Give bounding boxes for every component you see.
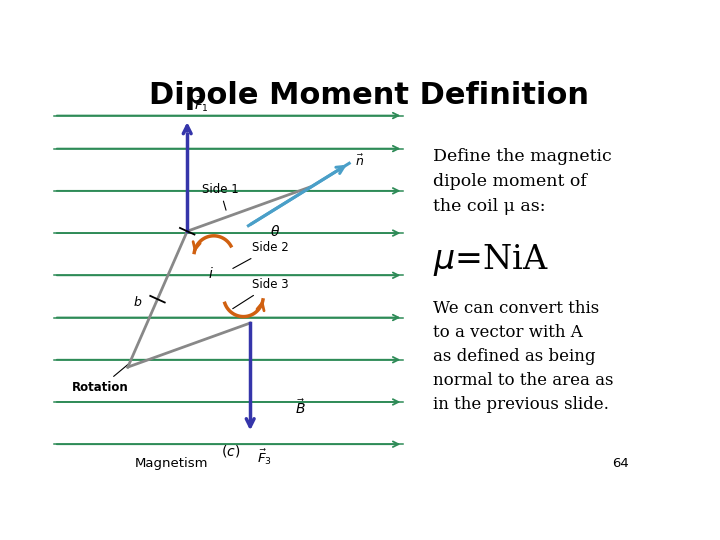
Text: Side 1: Side 1 <box>202 183 238 210</box>
Text: $\vec{F}_3$: $\vec{F}_3$ <box>256 448 271 467</box>
Text: Magnetism: Magnetism <box>135 457 208 470</box>
Text: Define the magnetic
dipole moment of
the coil μ as:: Define the magnetic dipole moment of the… <box>433 148 612 214</box>
Text: $(c)$: $(c)$ <box>221 443 240 458</box>
Text: Dipole Moment Definition: Dipole Moment Definition <box>149 82 589 111</box>
Text: $i$: $i$ <box>208 266 214 281</box>
Text: We can convert this
to a vector with A
as defined as being
normal to the area as: We can convert this to a vector with A a… <box>433 300 613 413</box>
Text: $\vec{n}$: $\vec{n}$ <box>355 154 364 169</box>
Text: 64: 64 <box>612 457 629 470</box>
Text: $\vec{B}$: $\vec{B}$ <box>295 398 306 417</box>
Text: Side 2: Side 2 <box>233 241 289 268</box>
Text: b: b <box>134 296 142 309</box>
Text: $\mu$=NiA: $\mu$=NiA <box>433 241 549 278</box>
Text: Side 3: Side 3 <box>233 278 289 309</box>
Text: $\theta$: $\theta$ <box>270 224 280 239</box>
Text: $\vec{F}_1$: $\vec{F}_1$ <box>194 94 208 114</box>
Text: Rotation: Rotation <box>72 363 130 394</box>
